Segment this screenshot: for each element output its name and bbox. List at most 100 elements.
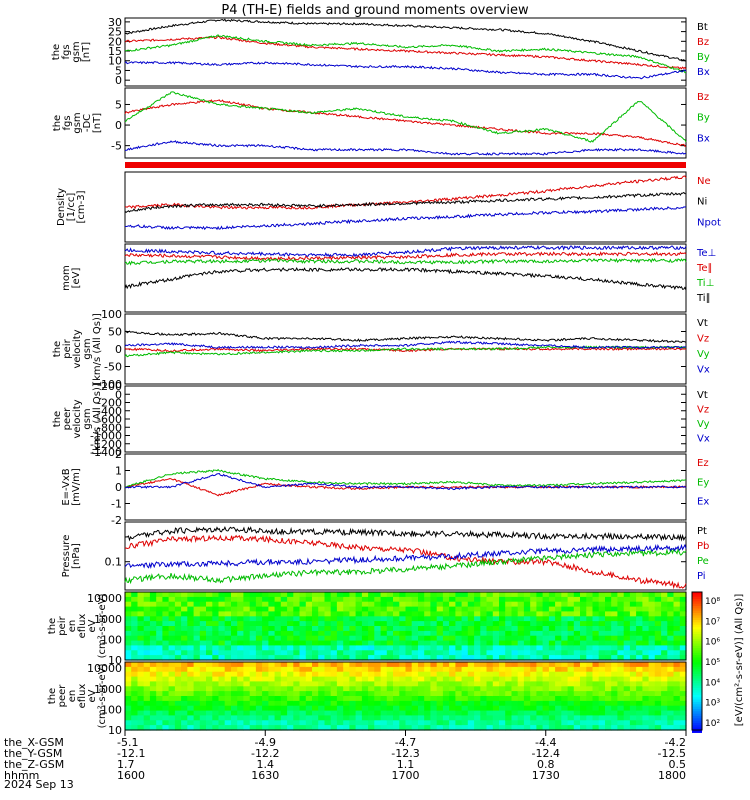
cell (143, 676, 151, 683)
cell (561, 601, 569, 608)
cell (293, 671, 301, 678)
cell (374, 681, 382, 687)
cell (268, 686, 276, 692)
cell (386, 630, 394, 637)
cell (561, 592, 569, 598)
cell (231, 611, 238, 617)
cell (486, 616, 494, 622)
cell (343, 640, 350, 647)
cell (206, 626, 213, 632)
cell (299, 715, 307, 721)
cell (361, 705, 369, 712)
cell (517, 635, 525, 642)
cell (467, 630, 475, 637)
cell (467, 686, 475, 692)
cell (598, 720, 606, 726)
cell (586, 601, 594, 608)
cell (561, 596, 569, 603)
cell (380, 626, 388, 632)
cell (330, 715, 338, 721)
cell (224, 715, 232, 721)
cell (131, 650, 138, 656)
cell (212, 606, 220, 613)
cell (249, 640, 257, 647)
cell (368, 596, 375, 603)
cell (654, 720, 662, 726)
cell (467, 700, 475, 707)
ylabel-line: E=-VxB (61, 468, 72, 505)
cell (405, 696, 413, 702)
cell (399, 606, 407, 613)
cell (399, 635, 407, 642)
cell (598, 611, 606, 617)
cell (436, 630, 444, 637)
cell (648, 655, 656, 661)
legend-Ez: Ez (697, 458, 709, 469)
cell (654, 616, 662, 622)
cell (605, 725, 612, 731)
cell (592, 715, 600, 721)
colorbar-cell (692, 718, 702, 722)
cell (573, 635, 581, 642)
cell (299, 696, 307, 702)
cell (461, 635, 469, 642)
cell (243, 592, 251, 598)
cell (424, 691, 431, 697)
cell (548, 705, 556, 712)
ylabel-line: fgs (62, 115, 73, 130)
cell (143, 616, 151, 622)
cell (517, 686, 525, 692)
cell (156, 606, 163, 613)
cell (174, 671, 182, 678)
cell (523, 700, 531, 707)
colorbar-cell (692, 622, 702, 626)
cell (449, 592, 456, 598)
colorbar-cell (692, 715, 702, 719)
cell (231, 616, 238, 622)
cell (237, 606, 244, 613)
cell (374, 671, 382, 678)
cell (293, 691, 301, 697)
ylabel-line: the (52, 411, 63, 427)
cell (206, 645, 213, 651)
cell (679, 640, 687, 647)
cell (555, 601, 562, 608)
cell (449, 671, 456, 678)
cell (480, 630, 488, 637)
cell (280, 676, 288, 683)
cell (467, 655, 475, 661)
cell (218, 592, 226, 598)
cell (224, 686, 232, 692)
cell (611, 720, 618, 726)
cell (555, 686, 562, 692)
cell (231, 601, 238, 608)
colorbar-cell (692, 730, 702, 733)
cell (174, 681, 182, 687)
cell (156, 686, 163, 692)
cell (368, 681, 375, 687)
cell (249, 611, 257, 617)
cell (480, 696, 488, 702)
cell (654, 592, 662, 598)
cell (318, 671, 325, 678)
cell (293, 650, 301, 656)
cell (262, 700, 269, 707)
cell (399, 630, 407, 637)
cell (399, 691, 407, 697)
cell (293, 696, 301, 702)
cell (555, 666, 562, 673)
cell (374, 650, 382, 656)
cell (474, 601, 481, 608)
cell (542, 715, 550, 721)
cell (181, 681, 188, 687)
cell (629, 626, 637, 632)
cell (442, 606, 450, 613)
cell (480, 671, 488, 678)
cell (125, 725, 132, 731)
cell (143, 696, 151, 702)
cell (536, 666, 544, 673)
cell (330, 705, 338, 712)
cell (636, 700, 643, 707)
cell (293, 640, 301, 647)
cell (349, 720, 357, 726)
